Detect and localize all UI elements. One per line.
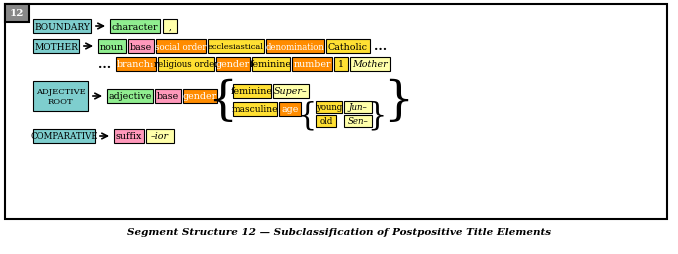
Text: masculine: masculine xyxy=(232,105,278,114)
Text: noun: noun xyxy=(100,42,124,51)
FancyBboxPatch shape xyxy=(5,5,29,23)
Text: suffix: suffix xyxy=(116,132,142,141)
Text: number: number xyxy=(294,60,331,69)
Text: religious order: religious order xyxy=(154,60,218,69)
FancyBboxPatch shape xyxy=(273,85,309,99)
FancyBboxPatch shape xyxy=(233,85,271,99)
Text: }: } xyxy=(383,78,413,123)
FancyBboxPatch shape xyxy=(183,90,217,104)
Text: Mother: Mother xyxy=(352,60,388,69)
Text: young: young xyxy=(316,103,342,112)
FancyBboxPatch shape xyxy=(116,58,156,72)
FancyBboxPatch shape xyxy=(326,40,370,54)
Text: BOUNDARY: BOUNDARY xyxy=(34,22,90,31)
Text: ecclesiastical: ecclesiastical xyxy=(208,43,264,51)
FancyBboxPatch shape xyxy=(233,103,277,117)
Text: old: old xyxy=(319,117,333,126)
Text: feminine: feminine xyxy=(250,60,292,69)
FancyBboxPatch shape xyxy=(98,40,126,54)
FancyBboxPatch shape xyxy=(33,82,88,112)
FancyBboxPatch shape xyxy=(128,40,154,54)
FancyBboxPatch shape xyxy=(33,130,95,144)
Text: base: base xyxy=(157,92,179,101)
Text: base: base xyxy=(130,42,152,51)
Text: Jun–: Jun– xyxy=(348,103,367,112)
FancyBboxPatch shape xyxy=(316,102,342,114)
Text: ...: ... xyxy=(374,40,387,53)
FancyBboxPatch shape xyxy=(334,58,348,72)
FancyBboxPatch shape xyxy=(110,20,160,34)
FancyBboxPatch shape xyxy=(33,40,79,54)
FancyBboxPatch shape xyxy=(292,58,332,72)
Text: {: { xyxy=(298,100,317,131)
FancyBboxPatch shape xyxy=(155,90,181,104)
Text: 1: 1 xyxy=(338,60,344,69)
FancyBboxPatch shape xyxy=(344,102,372,114)
Text: character: character xyxy=(112,22,158,31)
Text: Super–: Super– xyxy=(274,87,308,96)
Text: Sen–: Sen– xyxy=(348,117,368,126)
Text: –ior: –ior xyxy=(151,132,169,141)
FancyBboxPatch shape xyxy=(163,20,177,34)
Text: feminine: feminine xyxy=(231,87,273,96)
Text: ...: ... xyxy=(98,58,111,71)
Text: branch₁: branch₁ xyxy=(117,60,155,69)
Text: denomination: denomination xyxy=(266,42,324,51)
Text: age: age xyxy=(281,105,299,114)
FancyBboxPatch shape xyxy=(216,58,250,72)
FancyBboxPatch shape xyxy=(279,103,301,117)
FancyBboxPatch shape xyxy=(252,58,290,72)
Text: MOTHER: MOTHER xyxy=(34,42,78,51)
FancyBboxPatch shape xyxy=(266,40,324,54)
Text: gender: gender xyxy=(183,92,217,101)
Text: ,: , xyxy=(169,22,172,31)
FancyBboxPatch shape xyxy=(33,20,91,34)
Text: adjective: adjective xyxy=(108,92,152,101)
FancyBboxPatch shape xyxy=(350,58,390,72)
Text: social order: social order xyxy=(155,42,207,51)
FancyBboxPatch shape xyxy=(5,5,667,219)
FancyBboxPatch shape xyxy=(146,130,174,144)
Text: ADJECTIVE
ROOT: ADJECTIVE ROOT xyxy=(36,88,85,105)
FancyBboxPatch shape xyxy=(107,90,153,104)
FancyBboxPatch shape xyxy=(158,58,214,72)
Text: {: { xyxy=(207,78,237,123)
Text: 12: 12 xyxy=(9,9,24,19)
Text: gender: gender xyxy=(216,60,250,69)
FancyBboxPatch shape xyxy=(316,116,336,128)
FancyBboxPatch shape xyxy=(208,40,264,54)
FancyBboxPatch shape xyxy=(114,130,144,144)
Text: Catholic: Catholic xyxy=(328,42,368,51)
FancyBboxPatch shape xyxy=(156,40,206,54)
FancyBboxPatch shape xyxy=(344,116,372,128)
Text: }: } xyxy=(367,100,386,131)
Text: Segment Structure 12 — Subclassification of Postpositive Title Elements: Segment Structure 12 — Subclassification… xyxy=(127,228,551,236)
Text: COMPARATIVE: COMPARATIVE xyxy=(31,132,98,141)
